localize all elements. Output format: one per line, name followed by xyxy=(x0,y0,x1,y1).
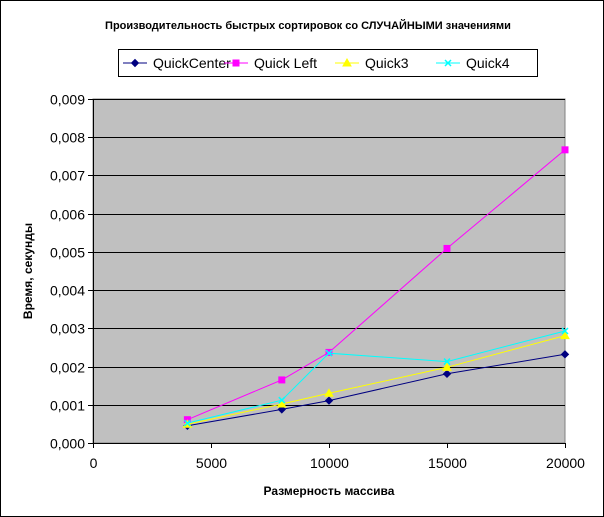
gridlines xyxy=(93,99,565,406)
data-point xyxy=(443,358,451,366)
y-axis-label: Время, секунды xyxy=(21,223,35,319)
legend-marker-stroke xyxy=(444,59,452,67)
legend-label: QuickCenter xyxy=(153,55,231,71)
legend-item: QuickCenter xyxy=(123,55,231,71)
y-tick-label: 0,001 xyxy=(50,398,85,414)
y-tick-label: 0,002 xyxy=(50,360,85,376)
y-tick-label: 0,003 xyxy=(50,321,85,337)
x-tick-label: 0 xyxy=(90,455,98,471)
axes xyxy=(88,99,566,448)
y-tick-label: 0,000 xyxy=(50,436,85,452)
legend-marker xyxy=(444,59,452,67)
x-tick-labels: 0 5000 10000 15000 20000 xyxy=(90,455,586,471)
data-point xyxy=(277,405,287,414)
series-layer xyxy=(182,146,570,431)
data-point-stroke xyxy=(183,419,191,427)
legend-label: Quick Left xyxy=(254,55,317,71)
legend-marker xyxy=(342,57,352,67)
y-tick-label: 0,009 xyxy=(50,92,85,108)
y-tick-label: 0,004 xyxy=(50,283,85,299)
data-point xyxy=(278,396,286,404)
legend-box xyxy=(118,49,538,77)
y-tick-labels: 0,000 0,001 0,002 0,003 0,004 0,005 0,006 0,007… xyxy=(50,92,85,452)
x-tick-label: 15000 xyxy=(428,455,467,471)
legend-label: Quick3 xyxy=(365,55,409,71)
y-tick-label: 0,006 xyxy=(50,207,85,223)
data-point xyxy=(442,362,452,371)
legend-item: Quick3 xyxy=(335,55,409,71)
legend-marker xyxy=(130,58,140,68)
y-tick-label: 0,008 xyxy=(50,130,85,146)
y-tick-label: 0,007 xyxy=(50,168,85,184)
x-tick-label: 10000 xyxy=(310,455,349,471)
legend-label: Quick4 xyxy=(466,55,510,71)
data-point xyxy=(442,369,452,379)
data-point-stroke xyxy=(561,327,569,335)
data-point xyxy=(183,419,191,427)
legend-item: Quick4 xyxy=(436,55,510,71)
data-point xyxy=(325,349,333,357)
legend: QuickCenter Quick Left Quick3 Quick4 xyxy=(118,49,538,77)
data-point xyxy=(324,388,334,397)
data-point xyxy=(560,350,570,359)
series-quick4 xyxy=(183,327,569,427)
data-point xyxy=(278,376,286,384)
data-point-stroke xyxy=(278,396,286,404)
chart-title: Производительность быстрых сортировок со… xyxy=(105,19,511,32)
data-point xyxy=(561,327,569,335)
legend-marker xyxy=(232,59,240,67)
legend-item: Quick Left xyxy=(224,55,317,71)
legend-items: QuickCenter Quick Left Quick3 Quick4 xyxy=(123,55,510,71)
data-point xyxy=(443,244,451,252)
x-tick-label: 5000 xyxy=(196,455,227,471)
data-point xyxy=(324,396,334,405)
data-point-stroke xyxy=(443,358,451,366)
data-point xyxy=(561,146,569,154)
data-point xyxy=(276,399,287,408)
y-tick-label: 0,005 xyxy=(50,245,85,261)
x-tick-label: 20000 xyxy=(546,455,585,471)
data-point xyxy=(560,330,570,340)
data-point-stroke xyxy=(325,349,333,357)
plot-area xyxy=(92,98,566,444)
x-axis-label: Размерность массива xyxy=(264,484,395,498)
series-quickcenter xyxy=(183,350,570,431)
